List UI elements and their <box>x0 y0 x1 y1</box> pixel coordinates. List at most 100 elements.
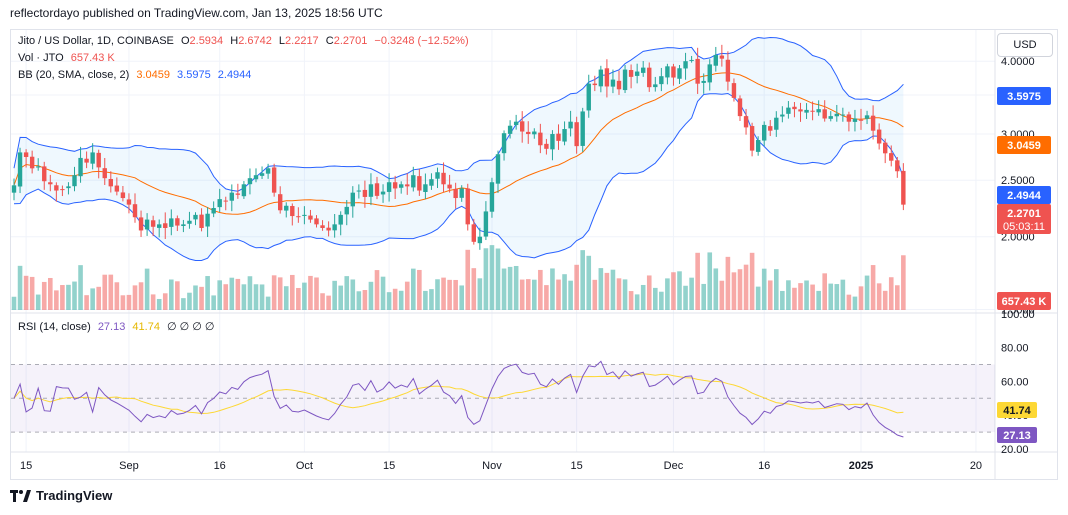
volume-bar <box>834 284 840 310</box>
volume-bar <box>701 283 706 310</box>
candle-body <box>356 190 362 192</box>
volume-bar <box>259 284 265 310</box>
currency-selector[interactable]: USD <box>997 33 1053 57</box>
volume-bar <box>302 282 307 310</box>
volume-bar <box>665 278 670 310</box>
volume-bar <box>84 295 89 310</box>
candle-body <box>132 204 138 218</box>
close-label: C <box>325 35 334 47</box>
volume-bar <box>852 296 858 310</box>
time-tick-label: 15 <box>571 460 583 472</box>
candle-body <box>870 115 876 131</box>
volume-bar <box>737 269 743 310</box>
candle-body <box>731 83 737 98</box>
volume-bar <box>102 274 108 310</box>
volume-bar <box>725 256 731 310</box>
rsi-ma-legend-value: 41.74 <box>132 321 160 333</box>
time-tick-label: 16 <box>214 460 226 472</box>
volume-bar <box>471 268 477 310</box>
volume-bar <box>320 293 325 310</box>
volume-bar <box>646 275 652 310</box>
volume-bar <box>108 274 114 310</box>
volume-bar <box>253 284 259 310</box>
volume-bar <box>653 287 658 310</box>
candle-body <box>296 216 301 218</box>
rsi-ma-badge-bg <box>997 402 1037 418</box>
time-tick-label: Sep <box>119 460 139 472</box>
candle-body <box>707 64 712 83</box>
candle-body <box>54 185 59 191</box>
volume-bar <box>193 285 198 310</box>
candle-body <box>163 223 168 228</box>
candle-body <box>314 218 319 225</box>
volume-bar <box>60 285 65 310</box>
candle-body <box>465 188 470 225</box>
volume-bar <box>314 277 319 310</box>
publish-attribution: reflectordayo published on TradingView.c… <box>10 6 383 20</box>
candle-body <box>392 182 398 189</box>
close-value: 2.2701 <box>333 35 368 47</box>
high-label: H <box>230 35 239 47</box>
volume-bar <box>519 279 525 310</box>
rsi-ma-line <box>13 373 904 415</box>
candle-body <box>138 217 144 231</box>
candle-body <box>604 68 610 87</box>
volume-bar <box>719 280 725 310</box>
candle-body <box>350 192 355 207</box>
candle-body <box>290 206 295 217</box>
volume-bar <box>429 289 434 310</box>
volume-bar <box>743 264 749 310</box>
rsi-band-fill <box>11 364 995 433</box>
rsi-badge-bg <box>997 427 1037 443</box>
candle-body <box>477 236 483 244</box>
volume-bar <box>792 287 797 310</box>
symbol-name: Jito / US Dollar, 1D, COINBASE <box>18 35 174 47</box>
volume-bar <box>882 290 888 310</box>
candle-body <box>653 84 658 88</box>
volume-bar <box>749 252 755 310</box>
candle-body <box>78 157 83 177</box>
candle-body <box>211 208 216 214</box>
candle-body <box>90 152 95 164</box>
candle-body <box>193 214 198 220</box>
volume-bar <box>774 269 779 310</box>
volume-bar <box>562 274 567 310</box>
volume-bar <box>162 293 168 310</box>
candle-body <box>169 218 174 227</box>
volume-bar <box>453 279 458 310</box>
volume-bar <box>483 248 489 310</box>
volume-bar <box>150 294 156 310</box>
candle-body <box>423 184 428 192</box>
candle-body <box>108 178 113 187</box>
candle-body <box>665 66 670 78</box>
volume-bar <box>459 285 464 310</box>
candle-body <box>550 134 555 150</box>
volume-bar <box>332 280 337 310</box>
candle-body <box>29 156 35 169</box>
tradingview-footer[interactable]: TradingView <box>10 488 112 503</box>
volume-bar <box>41 281 47 310</box>
volume-bar <box>586 255 592 310</box>
candle-body <box>374 183 380 196</box>
volume-bar <box>441 277 446 310</box>
candle-body <box>834 113 839 117</box>
candle-body <box>592 83 597 86</box>
candle-body <box>532 131 537 135</box>
rsi-badge: 27.13 <box>1003 430 1031 442</box>
bb-basis-value: 3.0459 <box>136 69 170 81</box>
rsi-tick-label: 80.00 <box>1001 343 1029 355</box>
tradingview-logo-icon <box>10 489 31 502</box>
volume-bar <box>767 280 773 310</box>
volume-bar <box>888 277 894 310</box>
volume-bar <box>386 292 392 310</box>
volume-bar <box>610 269 616 310</box>
volume-bar <box>501 268 507 310</box>
candle-body <box>48 182 53 185</box>
candle-body <box>526 131 531 135</box>
candle-body <box>774 117 779 130</box>
candle-body <box>762 124 767 141</box>
basis-badge-bg <box>997 136 1051 154</box>
candle-body <box>901 170 906 205</box>
candle-body <box>417 176 422 191</box>
